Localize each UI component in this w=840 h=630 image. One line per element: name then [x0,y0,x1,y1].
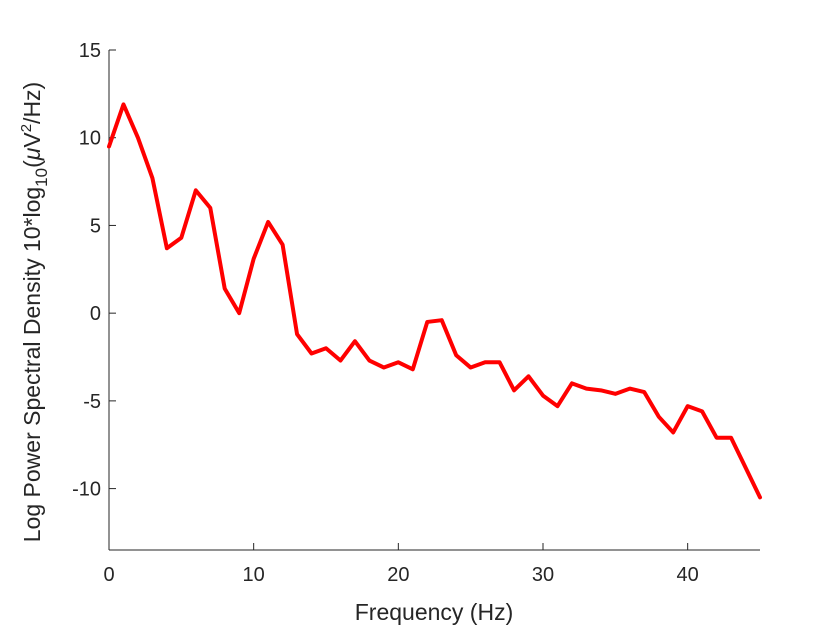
x-ticks: 0 10 20 30 40 [103,543,699,586]
psd-series-line [107,102,762,500]
y-ticks: 15 10 5 0 -5 -10 [72,40,116,501]
y-tick-label: 0 [90,303,101,325]
x-tick-label: 40 [677,564,699,586]
y-axis-label-unit-v: V [19,132,45,148]
y-axis-label-open-paren: ( [19,160,45,168]
y-tick-label: 10 [79,128,101,150]
y-axis-label-suffix: /Hz) [19,82,45,124]
y-axis-label-log-base: 10 [32,168,51,187]
y-axis-label-mu: μ [19,147,45,161]
y-tick-label: -5 [83,391,101,413]
x-tick-label: 0 [103,564,114,586]
y-axis-label: Log Power Spectral Density 10*log10(μV2/… [18,82,51,542]
y-tick-label: 5 [90,215,101,237]
x-axis-label: Frequency (Hz) [355,599,513,625]
y-tick-label: 15 [79,40,101,62]
y-axis-label-exponent: 2 [18,124,35,132]
y-axis-label-prefix: Log Power Spectral Density 10*log [19,187,45,542]
x-tick-label: 30 [532,564,554,586]
series-group [107,102,762,500]
plot-area: 0 10 20 30 40 15 10 5 0 -5 -10 [72,40,762,586]
x-tick-label: 20 [387,564,409,586]
x-tick-label: 10 [243,564,265,586]
y-tick-label: -10 [72,479,101,501]
